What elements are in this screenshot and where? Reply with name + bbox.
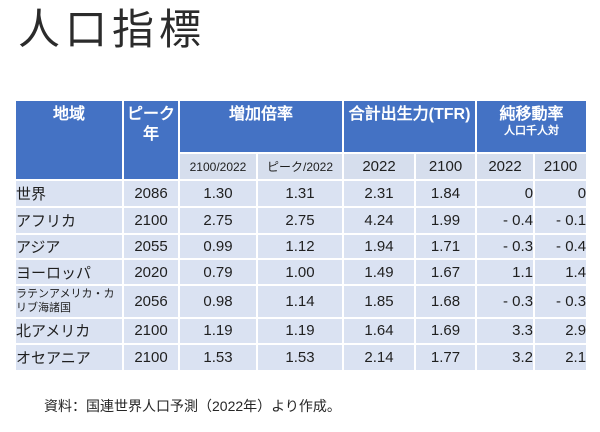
peak-year-cell: 2100: [122, 206, 180, 235]
peak-year-cell: 2020: [122, 258, 180, 286]
ratio-2100-2022-cell: 1.30: [178, 179, 258, 208]
sub-header-tfr-2022: 2022: [342, 152, 417, 181]
table-row-latin-america: ラテンアメリカ・カリブ海諸国 2056 0.98 1.14 1.85 1.68 …: [14, 284, 589, 319]
nmr-2022-cell: 1.1: [475, 258, 536, 286]
ratio-2100-2022-cell: 0.79: [178, 258, 258, 286]
sub-header-ratio-2100-2022: 2100/2022: [178, 152, 258, 181]
tfr-2100-cell: 1.71: [414, 233, 478, 260]
peak-year-cell: 2056: [122, 284, 180, 319]
ratio-2100-2022-cell: 0.99: [178, 233, 258, 260]
nmr-2022-cell: 0: [475, 179, 536, 208]
region-cell: 北アメリカ: [14, 316, 124, 345]
peak-year-cell: 2100: [122, 316, 180, 345]
region-cell: ラテンアメリカ・カリブ海諸国: [14, 284, 124, 319]
tfr-2100-cell: 1.69: [414, 316, 478, 345]
nmr-2022-cell: - 0.3: [475, 284, 536, 319]
region-cell: アジア: [14, 233, 124, 260]
tfr-2100-cell: 1.99: [414, 206, 478, 235]
nmr-2022-cell: 3.3: [475, 316, 536, 345]
peak-year-cell: 2100: [122, 342, 180, 372]
header-row-groups: 地域 ピーク年 増加倍率 合計出生力(TFR) 純移動率 人口千人対: [14, 99, 589, 181]
sub-header-ratio-peak-2022: ピーク/2022: [255, 152, 345, 181]
sub-header-tfr-2100: 2100: [414, 152, 478, 181]
peak-year-cell: 2086: [122, 179, 180, 208]
tfr-2022-cell: 2.31: [342, 179, 417, 208]
ratio-2100-2022-cell: 2.75: [178, 206, 258, 235]
tfr-2100-cell: 1.67: [414, 258, 478, 286]
region-cell: アフリカ: [14, 206, 124, 235]
region-cell: ヨーロッパ: [14, 258, 124, 286]
nmr-2100-cell: 1.4: [533, 258, 589, 286]
region-cell: 世界: [14, 179, 124, 208]
peak-year-label-line2: 年: [142, 126, 159, 143]
table-row-oceania: オセアニア 2100 1.53 1.53 2.14 1.77 3.2 2.1: [14, 342, 589, 372]
col-header-peak-year: ピーク年: [122, 99, 180, 181]
ratio-peak-2022-cell: 1.12: [255, 233, 345, 260]
ratio-2100-2022-cell: 1.53: [178, 342, 258, 372]
net-migration-unit-label: 人口千人対: [504, 125, 560, 137]
table-row-asia: アジア 2055 0.99 1.12 1.94 1.71 - 0.3 - 0.4: [14, 233, 589, 260]
col-header-tfr: 合計出生力(TFR): [342, 99, 478, 154]
ratio-2100-2022-cell: 0.98: [178, 284, 258, 319]
table-row-north-america: 北アメリカ 2100 1.19 1.19 1.64 1.69 3.3 2.9: [14, 316, 589, 345]
nmr-2022-cell: - 0.4: [475, 206, 536, 235]
sub-header-nmr-2022: 2022: [475, 152, 536, 181]
peak-year-cell: 2055: [122, 233, 180, 260]
source-note: 資料：国連世界人口予測（2022年）より作成。: [44, 398, 341, 414]
tfr-2100-cell: 1.77: [414, 342, 478, 372]
tfr-2100-cell: 1.68: [414, 284, 478, 319]
nmr-2100-cell: - 0.4: [533, 233, 589, 260]
ratio-2100-2022-cell: 1.19: [178, 316, 258, 345]
nmr-2022-cell: 3.2: [475, 342, 536, 372]
tfr-2022-cell: 4.24: [342, 206, 417, 235]
nmr-2100-cell: 2.1: [533, 342, 589, 372]
peak-year-label-line1: ピーク: [126, 106, 175, 123]
ratio-peak-2022-cell: 1.31: [255, 179, 345, 208]
sub-header-nmr-2100: 2100: [533, 152, 589, 181]
tfr-2022-cell: 1.64: [342, 316, 417, 345]
ratio-peak-2022-cell: 1.19: [255, 316, 345, 345]
tfr-2022-cell: 2.14: [342, 342, 417, 372]
table-row-africa: アフリカ 2100 2.75 2.75 4.24 1.99 - 0.4 - 0.…: [14, 206, 589, 235]
net-migration-label: 純移動率: [499, 106, 564, 123]
nmr-2100-cell: - 0.3: [533, 284, 589, 319]
tfr-2022-cell: 1.94: [342, 233, 417, 260]
header-row-sub: 2100/2022 ピーク/2022 2022 2100 2022 2100: [15, 152, 589, 181]
table-row-europe: ヨーロッパ 2020 0.79 1.00 1.49 1.67 1.1 1.4: [14, 258, 589, 286]
col-header-region: 地域: [14, 99, 124, 181]
region-cell: オセアニア: [14, 342, 124, 372]
page-title: 人口指標: [18, 6, 207, 53]
tfr-2022-cell: 1.49: [342, 258, 417, 286]
col-header-growth-ratio: 増加倍率: [177, 99, 345, 154]
nmr-2100-cell: - 0.1: [533, 206, 589, 235]
population-indicators-table: 地域 ピーク年 増加倍率 合計出生力(TFR) 純移動率 人口千人対 2100/…: [14, 99, 589, 372]
nmr-2100-cell: 2.9: [533, 316, 589, 345]
ratio-peak-2022-cell: 1.00: [255, 258, 345, 286]
ratio-peak-2022-cell: 1.53: [255, 342, 345, 372]
nmr-2100-cell: 0: [533, 179, 589, 208]
table-row-world: 世界 2086 1.30 1.31 2.31 1.84 0 0: [14, 179, 589, 208]
ratio-peak-2022-cell: 2.75: [255, 206, 345, 235]
col-header-net-migration: 純移動率 人口千人対: [475, 99, 589, 154]
tfr-2022-cell: 1.85: [342, 284, 417, 319]
nmr-2022-cell: - 0.3: [475, 233, 536, 260]
ratio-peak-2022-cell: 1.14: [255, 284, 345, 319]
tfr-2100-cell: 1.84: [414, 179, 478, 208]
